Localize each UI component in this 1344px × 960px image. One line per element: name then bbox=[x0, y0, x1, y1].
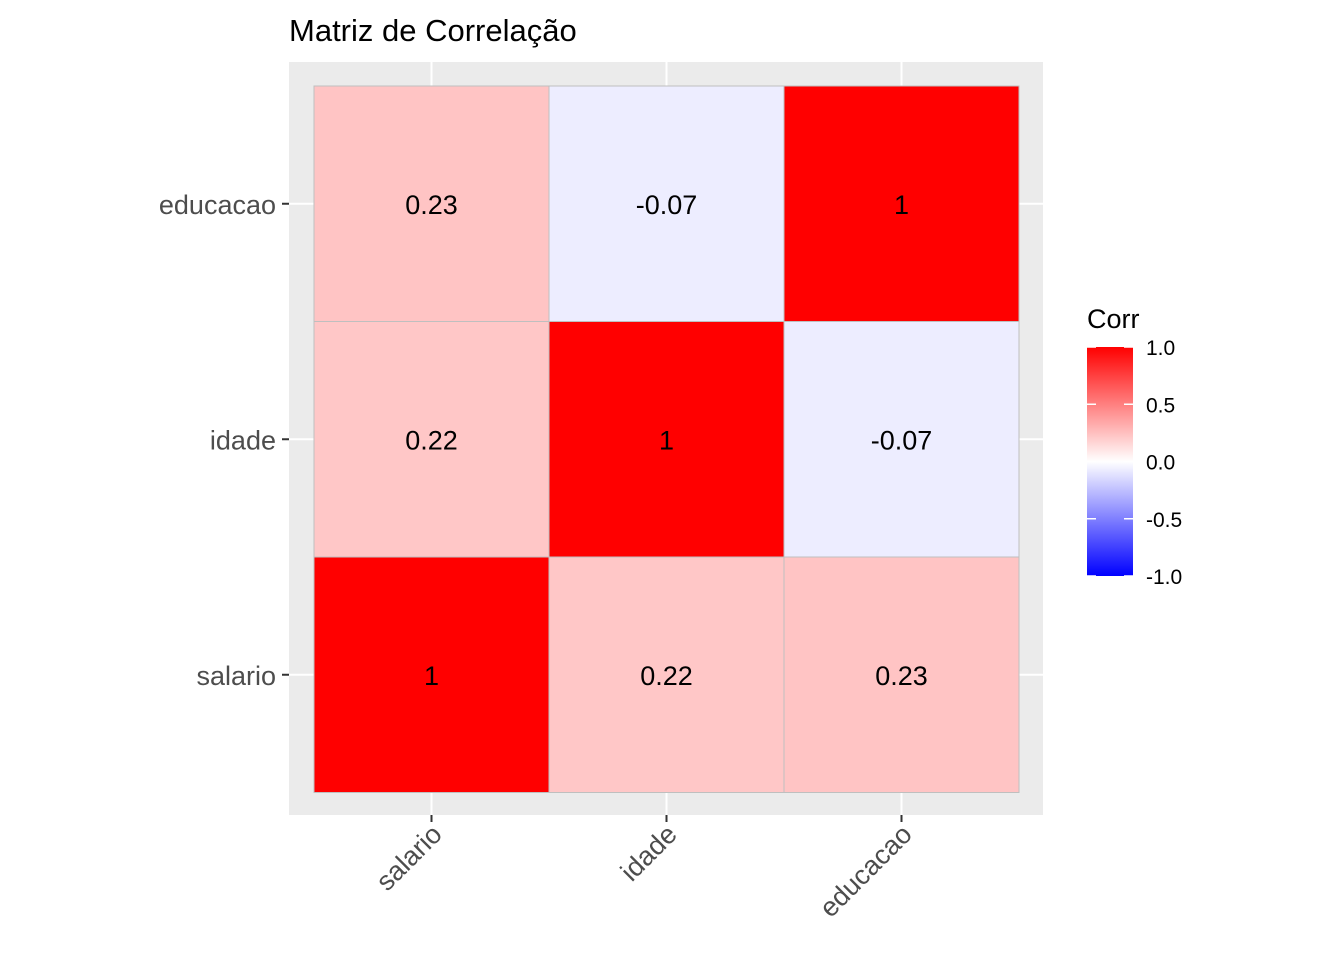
cell-label-salario-idade: 0.22 bbox=[405, 425, 458, 455]
legend-tick-label-4: -1.0 bbox=[1146, 566, 1182, 589]
cell-label-idade-idade: 1 bbox=[659, 425, 674, 455]
cell-label-idade-salario: 0.22 bbox=[640, 661, 693, 691]
x-axis: salario idade educacao bbox=[370, 815, 918, 923]
heatmap-cell-idade-educacao bbox=[548, 85, 785, 322]
cell-label-educacao-educacao: 1 bbox=[894, 190, 909, 220]
heatmap-cells bbox=[313, 85, 1020, 793]
heatmap-cell-educacao-educacao bbox=[783, 85, 1020, 322]
heatmap-cell-idade-salario bbox=[548, 556, 785, 793]
y-tick-label-salario: salario bbox=[196, 661, 276, 691]
y-tick-label-educacao: educacao bbox=[159, 190, 276, 220]
legend-tick-label-0: 1.0 bbox=[1146, 337, 1175, 360]
x-tick-label-educacao: educacao bbox=[814, 819, 918, 923]
cell-label-salario-educacao: 0.23 bbox=[405, 190, 458, 220]
legend-title: Corr bbox=[1087, 304, 1140, 334]
chart-title: Matriz de Correlação bbox=[289, 13, 577, 48]
cell-label-salario-salario: 1 bbox=[424, 661, 439, 691]
heatmap-cell-salario-educacao bbox=[313, 85, 550, 322]
heatmap-cell-salario-idade bbox=[313, 321, 550, 558]
cell-labels: 1 0.22 0.23 0.22 1 -0.07 0.23 -0.07 1 bbox=[405, 190, 932, 691]
x-tick-label-idade: idade bbox=[615, 819, 683, 887]
heatmap-cell-idade-idade bbox=[548, 321, 785, 558]
y-tick-label-idade: idade bbox=[210, 425, 276, 455]
legend-tick-label-2: 0.0 bbox=[1146, 452, 1175, 475]
legend-tick-label-3: -0.5 bbox=[1146, 509, 1182, 532]
x-tick-label-salario: salario bbox=[370, 819, 447, 896]
cell-label-idade-educacao: -0.07 bbox=[636, 190, 698, 220]
cell-label-educacao-idade: -0.07 bbox=[871, 425, 933, 455]
heatmap-cell-educacao-salario bbox=[783, 556, 1020, 793]
heatmap-cell-educacao-idade bbox=[783, 321, 1020, 558]
legend-tick-label-1: 0.5 bbox=[1146, 394, 1175, 417]
y-axis: salario idade educacao bbox=[159, 190, 289, 691]
cell-label-educacao-salario: 0.23 bbox=[875, 661, 928, 691]
legend: Corr 1.0 0.5 0.0 -0.5 -1.0 bbox=[1087, 304, 1182, 589]
